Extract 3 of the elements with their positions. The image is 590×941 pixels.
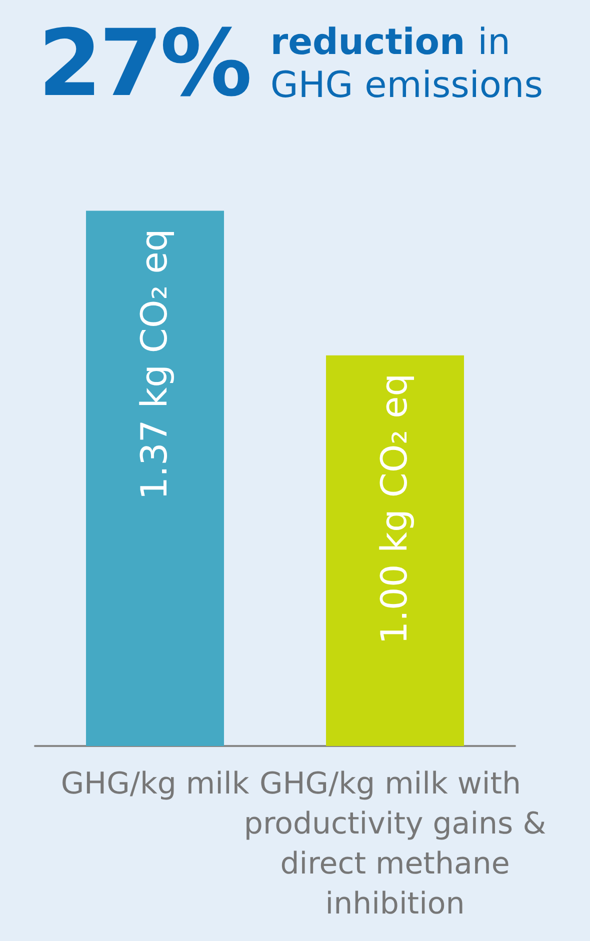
chart-title: 27% reduction in GHG emissions bbox=[38, 10, 543, 117]
data-label: 1.00 kg CO₂ eq bbox=[374, 373, 416, 644]
data-label: 1.37 kg CO₂ eq bbox=[134, 228, 176, 500]
